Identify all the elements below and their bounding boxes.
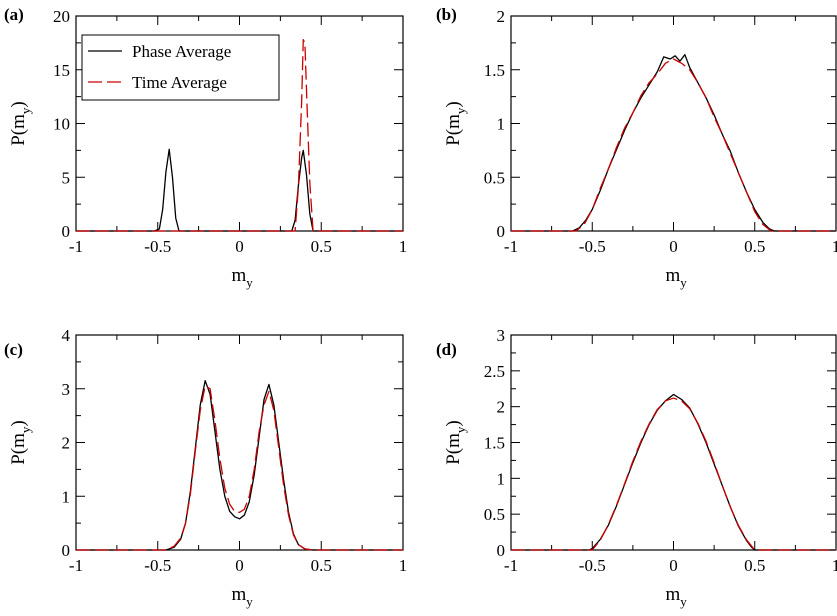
y-tick-label: 0.5 <box>484 505 505 524</box>
x-tick-label: 0.5 <box>311 237 332 256</box>
y-axis-label-close: ) <box>8 420 29 426</box>
x-tick-label: 0 <box>669 237 678 256</box>
x-tick-label: -1 <box>504 237 518 256</box>
series-line-time-average <box>76 385 403 551</box>
y-axis-label: P(my) <box>8 101 33 146</box>
legend-label: Phase Average <box>132 42 231 61</box>
panel-letter: (c) <box>4 340 23 359</box>
y-tick-label: 0 <box>497 222 506 241</box>
y-tick-label: 0 <box>497 541 506 560</box>
y-tick-label: 4 <box>62 326 71 345</box>
y-tick-label: 2.5 <box>484 362 505 381</box>
x-tick-label: 1 <box>832 237 837 256</box>
x-axis-label-subscript: y <box>680 594 687 609</box>
y-tick-label: 15 <box>53 61 70 80</box>
x-axis-label-subscript: y <box>246 275 253 290</box>
panel-letter: (d) <box>436 340 457 359</box>
y-tick-label: 20 <box>53 7 70 26</box>
y-tick-label: 1.5 <box>484 434 505 453</box>
x-axis-label-subscript: y <box>246 594 253 609</box>
y-axis-label: P(my) <box>443 101 468 146</box>
y-axis-label: P(my) <box>8 420 33 465</box>
x-tick-label: 0 <box>669 556 678 575</box>
y-tick-label: 3 <box>62 380 71 399</box>
x-tick-label: -0.5 <box>579 237 606 256</box>
panel-letter: (a) <box>4 5 24 24</box>
x-tick-label: -1 <box>69 556 83 575</box>
y-tick-label: 1 <box>497 469 506 488</box>
y-tick-label: 2 <box>497 7 506 26</box>
x-tick-label: -1 <box>504 556 518 575</box>
panel-letter: (b) <box>436 5 457 24</box>
y-axis-label-main: P(m <box>8 433 29 465</box>
y-tick-label: 10 <box>53 115 70 134</box>
legend-label: Time Average <box>132 73 227 92</box>
y-axis-label-main: P(m <box>8 114 29 146</box>
x-tick-label: 1 <box>832 556 837 575</box>
y-axis-label-close: ) <box>443 420 464 426</box>
y-tick-label: 1.5 <box>484 61 505 80</box>
y-tick-label: 1 <box>497 115 506 134</box>
x-axis-label-subscript: y <box>680 275 687 290</box>
y-axis-label-main: P(m <box>443 433 464 465</box>
y-tick-label: 0 <box>62 222 71 241</box>
x-tick-label: -1 <box>69 237 83 256</box>
x-tick-label: -0.5 <box>144 556 171 575</box>
y-tick-label: 2 <box>497 398 506 417</box>
series-line-time-average <box>76 39 403 232</box>
y-axis-label-close: ) <box>8 101 29 107</box>
x-tick-label: 1 <box>399 237 408 256</box>
y-axis-label-subscript: y <box>18 107 33 114</box>
x-tick-label: 0.5 <box>744 556 765 575</box>
legend: Phase Average Time Average <box>81 34 280 101</box>
y-tick-label: 5 <box>62 168 71 187</box>
series-line-time-average <box>511 397 836 551</box>
x-tick-label: 0 <box>235 237 244 256</box>
y-axis-label-subscript: y <box>453 426 468 433</box>
y-tick-label: 0 <box>62 541 71 560</box>
y-tick-label: 3 <box>497 326 506 345</box>
y-axis-label-subscript: y <box>18 426 33 433</box>
y-tick-label: 0.5 <box>484 168 505 187</box>
y-tick-label: 2 <box>62 434 71 453</box>
x-tick-label: 1 <box>399 556 408 575</box>
series-line-time-average <box>511 58 836 232</box>
y-axis-label: P(my) <box>443 420 468 465</box>
x-tick-label: 0 <box>235 556 244 575</box>
x-tick-label: 0.5 <box>744 237 765 256</box>
y-tick-label: 1 <box>62 487 71 506</box>
x-tick-label: -0.5 <box>579 556 606 575</box>
y-axis-label-main: P(m <box>443 114 464 146</box>
y-axis-label-close: ) <box>443 101 464 107</box>
y-axis-label-subscript: y <box>453 107 468 114</box>
x-tick-label: -0.5 <box>144 237 171 256</box>
x-tick-label: 0.5 <box>311 556 332 575</box>
legend-box <box>81 34 280 101</box>
